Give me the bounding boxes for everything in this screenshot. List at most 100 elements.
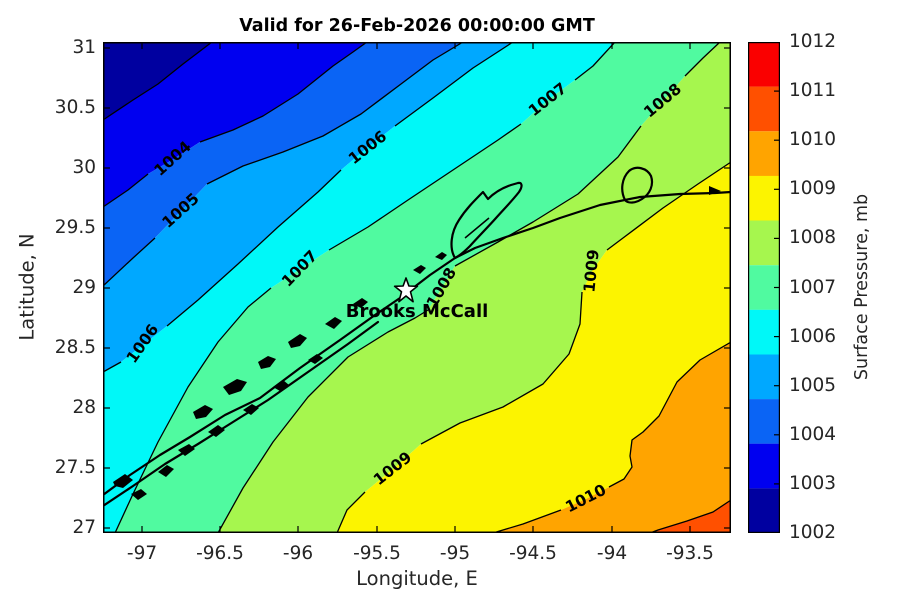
y-tick: 28: [72, 397, 96, 418]
coastal-islet: [308, 354, 323, 364]
isobar-1006: [394, 42, 514, 127]
coastal-islet: [353, 298, 368, 308]
bay-island: [258, 356, 276, 369]
y-axis-label: Latitude, N: [15, 233, 39, 341]
coastal-islet: [325, 317, 342, 329]
colorbar-axis-label: Surface Pressure, mb: [852, 193, 872, 381]
x-tick: -93.5: [666, 543, 714, 564]
x-tick: -95.5: [353, 543, 401, 564]
colorbar-tick: 1007: [789, 277, 837, 298]
isobar-1005: [206, 42, 464, 185]
contour-label-1009: 1009: [580, 249, 602, 294]
x-axis-tick-labels: -97 -96.5 -96 -95.5 -95 -94.5 -94 -93.5: [103, 543, 731, 567]
coastal-islet: [435, 252, 447, 260]
isobar-1007: [328, 123, 522, 251]
band-1002-1003: [103, 42, 212, 120]
isobar-1010: [608, 341, 731, 488]
x-tick: -94: [596, 543, 628, 564]
isobar-1010: [492, 509, 562, 533]
band-1011-1012: [650, 500, 731, 533]
star-icon: [393, 277, 419, 303]
isobar-1008: [684, 42, 721, 77]
y-tick: 29.5: [54, 217, 96, 238]
colorbar-band: [748, 488, 780, 533]
isobar-1007: [574, 42, 616, 81]
colorbar-tick: 1012: [789, 31, 837, 52]
x-tick: -96: [282, 543, 314, 564]
colorbar-band: [748, 175, 780, 221]
colorbar-band: [748, 443, 780, 489]
y-tick: 31: [72, 37, 96, 58]
isobar-1008: [454, 125, 642, 267]
colorbar-border: [748, 42, 780, 533]
colorbar-tick: 1002: [789, 522, 837, 543]
plot-title: Valid for 26-Feb-2026 00:00:00 GMT: [239, 16, 595, 36]
coastal-islet: [131, 489, 147, 500]
y-tick: 27: [72, 517, 96, 538]
x-tick: -96.5: [196, 543, 244, 564]
gulf-coast-shoreline: [103, 190, 731, 497]
coast-flag-mark: [709, 186, 721, 195]
colorbar-bands: [748, 42, 780, 533]
isobar-1008: [217, 309, 429, 533]
isobar-1009: [606, 161, 731, 251]
colorbar-band: [748, 354, 780, 400]
coastal-islet: [178, 444, 195, 456]
bay-island: [288, 334, 307, 348]
isobar-1006: [166, 169, 342, 327]
station-marker: Brooks McCall: [346, 277, 489, 322]
colorbar-tick: 1006: [789, 326, 837, 347]
isobar-1009: [336, 491, 366, 533]
bay-island: [193, 405, 213, 419]
bay-inner-channel: [464, 217, 490, 239]
isobar-1005: [103, 237, 156, 287]
coastal-islet: [413, 265, 426, 274]
y-tick: 27.5: [54, 457, 96, 478]
coastline: [103, 166, 731, 508]
isobar-1009: [420, 291, 583, 445]
x-axis-label: Longitude, E: [356, 567, 478, 590]
band-1008-1009: [218, 42, 731, 533]
coastal-islet: [158, 465, 174, 477]
x-tick: -95: [439, 543, 471, 564]
coastal-islet: [208, 425, 225, 437]
coastal-islet: [273, 380, 289, 391]
y-tick: 28.5: [54, 337, 96, 358]
colorbar-tick: 1005: [789, 375, 837, 396]
colorbar-band: [748, 399, 780, 444]
colorbar-tick: 1004: [789, 424, 837, 445]
colorbar-band: [748, 309, 780, 355]
isobar-1011: [649, 499, 731, 533]
bay-island: [223, 379, 247, 395]
contour-lines: [103, 42, 731, 533]
isobar-1003: [103, 42, 213, 121]
y-tick: 29: [72, 277, 96, 298]
coastal-islet: [113, 474, 133, 488]
band-1004-1005: [103, 42, 463, 286]
colorbar-tick: 1003: [789, 473, 837, 494]
station-marker-label: Brooks McCall: [346, 301, 489, 322]
colorbar-band: [748, 131, 780, 176]
x-tick: -97: [126, 543, 158, 564]
barrier-island-line: [103, 320, 380, 508]
band-1009-1010: [337, 162, 731, 533]
y-tick: 30: [72, 157, 96, 178]
y-tick: 30.5: [54, 97, 96, 118]
sabine-lake-outline: [621, 166, 654, 204]
colorbar-band: [748, 42, 780, 87]
band-1003-1004: [103, 42, 367, 207]
x-tick: -94.5: [509, 543, 557, 564]
y-axis-tick-labels: 31 30.5 30 29.5 29 28.5 28 27.5 27: [30, 0, 96, 600]
colorbar-tick: 1009: [789, 178, 837, 199]
isobar-1004: [103, 173, 149, 208]
contour-bands: [103, 42, 731, 533]
band-1007-1008: [115, 42, 720, 533]
contour-plot-canvas: 1004 1005 1006 1006 1007 1007 1008 1008 …: [103, 42, 731, 533]
colorbar: [748, 42, 780, 533]
band-1005-1006: [103, 42, 513, 372]
colorbar-band: [748, 86, 780, 132]
galveston-bay-outline: [450, 181, 523, 260]
colorbar-tick-labels: 1012 1011 1010 1009 1008 1007 1006 1005 …: [789, 0, 859, 600]
plot-border: [103, 42, 731, 533]
isobar-1006: [103, 361, 122, 373]
